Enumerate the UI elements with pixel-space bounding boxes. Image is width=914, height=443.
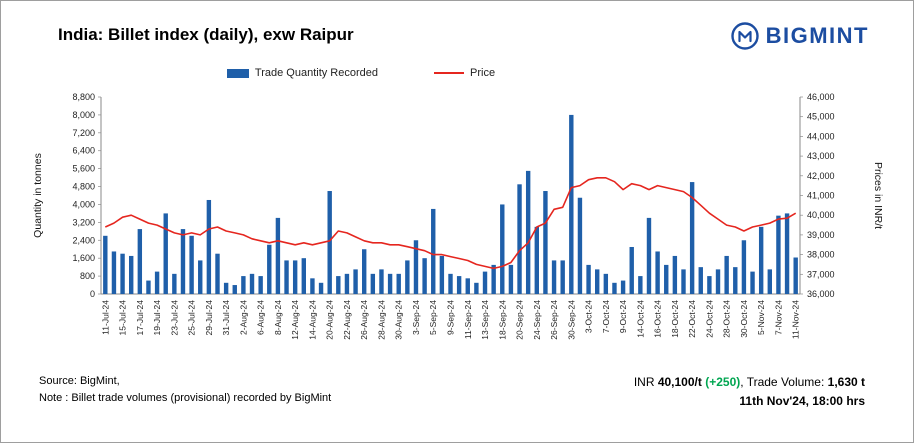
svg-text:41,000: 41,000 bbox=[807, 191, 835, 201]
svg-text:45,000: 45,000 bbox=[807, 112, 835, 122]
svg-text:800: 800 bbox=[80, 271, 95, 281]
volume-value: 1,630 t bbox=[827, 375, 865, 389]
svg-text:11-Nov-24: 11-Nov-24 bbox=[791, 300, 801, 339]
bigmint-logo-icon bbox=[730, 22, 759, 50]
svg-text:4,800: 4,800 bbox=[72, 182, 95, 192]
svg-text:18-Sep-24: 18-Sep-24 bbox=[497, 300, 507, 340]
source-text: Source: BigMint, bbox=[39, 375, 120, 387]
note-text: Note : Billet trade volumes (provisional… bbox=[39, 392, 332, 404]
svg-text:25-Jul-24: 25-Jul-24 bbox=[187, 300, 197, 336]
svg-text:39,000: 39,000 bbox=[807, 230, 835, 240]
svg-text:18-Oct-24: 18-Oct-24 bbox=[670, 300, 680, 338]
svg-text:30-Sep-24: 30-Sep-24 bbox=[566, 300, 576, 340]
svg-text:16-Oct-24: 16-Oct-24 bbox=[653, 300, 663, 338]
svg-text:6-Aug-24: 6-Aug-24 bbox=[256, 300, 266, 335]
svg-text:11-Jul-24: 11-Jul-24 bbox=[100, 300, 110, 335]
chart-title: India: Billet index (daily), exw Raipur bbox=[58, 25, 354, 44]
svg-text:22-Aug-24: 22-Aug-24 bbox=[342, 300, 352, 340]
svg-text:44,000: 44,000 bbox=[807, 131, 835, 141]
svg-text:46,000: 46,000 bbox=[807, 92, 835, 102]
svg-text:26-Sep-24: 26-Sep-24 bbox=[549, 300, 559, 340]
svg-text:8,000: 8,000 bbox=[72, 110, 95, 120]
legend-bar-swatch bbox=[226, 68, 249, 78]
svg-text:29-Jul-24: 29-Jul-24 bbox=[204, 300, 214, 336]
bigmint-logo: BIGMINT bbox=[730, 21, 869, 51]
svg-text:9-Sep-24: 9-Sep-24 bbox=[446, 300, 456, 335]
svg-text:7,200: 7,200 bbox=[72, 128, 95, 138]
svg-text:Prices in INR/t: Prices in INR/t bbox=[872, 162, 884, 229]
svg-text:38,000: 38,000 bbox=[807, 250, 835, 260]
svg-text:Quantity in tonnes: Quantity in tonnes bbox=[32, 153, 44, 238]
svg-text:14-Oct-24: 14-Oct-24 bbox=[635, 300, 645, 338]
price-label: INR bbox=[633, 375, 658, 389]
volume-label: , Trade Volume: bbox=[740, 375, 828, 389]
svg-text:2-Aug-24: 2-Aug-24 bbox=[238, 300, 248, 335]
svg-text:5-Sep-24: 5-Sep-24 bbox=[428, 300, 438, 335]
svg-text:7-Oct-24: 7-Oct-24 bbox=[601, 300, 611, 333]
svg-text:17-Jul-24: 17-Jul-24 bbox=[135, 300, 145, 336]
price-value: 40,100/t bbox=[657, 375, 702, 389]
svg-text:12-Aug-24: 12-Aug-24 bbox=[290, 300, 300, 340]
svg-text:4,000: 4,000 bbox=[72, 199, 95, 209]
svg-text:24-Sep-24: 24-Sep-24 bbox=[532, 300, 542, 340]
svg-text:8,800: 8,800 bbox=[72, 92, 95, 102]
price-change: (+250) bbox=[705, 375, 741, 389]
svg-text:30-Oct-24: 30-Oct-24 bbox=[739, 300, 749, 338]
footer-right: INR 40,100/t (+250), Trade Volume: 1,630… bbox=[634, 373, 865, 411]
footer-left: Source: BigMint, Note : Billet trade vol… bbox=[39, 373, 331, 407]
legend-quantity-label: Trade Quantity Recorded bbox=[254, 67, 379, 79]
svg-text:2,400: 2,400 bbox=[72, 235, 95, 245]
svg-text:19-Jul-24: 19-Jul-24 bbox=[152, 300, 162, 336]
svg-text:43,000: 43,000 bbox=[807, 151, 835, 161]
svg-text:13-Sep-24: 13-Sep-24 bbox=[480, 300, 490, 340]
svg-text:36,000: 36,000 bbox=[807, 289, 835, 299]
svg-text:28-Oct-24: 28-Oct-24 bbox=[722, 300, 732, 338]
timestamp: 11th Nov'24, 18:00 hrs bbox=[739, 394, 865, 408]
svg-text:11-Sep-24: 11-Sep-24 bbox=[463, 300, 473, 339]
legend-price-label: Price bbox=[470, 67, 496, 79]
svg-text:5-Nov-24: 5-Nov-24 bbox=[756, 300, 766, 335]
svg-text:23-Jul-24: 23-Jul-24 bbox=[169, 300, 179, 336]
svg-text:20-Aug-24: 20-Aug-24 bbox=[325, 300, 335, 340]
svg-text:31-Jul-24: 31-Jul-24 bbox=[221, 300, 231, 336]
svg-text:28-Aug-24: 28-Aug-24 bbox=[376, 300, 386, 340]
svg-text:1,600: 1,600 bbox=[72, 253, 95, 263]
svg-text:42,000: 42,000 bbox=[807, 171, 835, 181]
chart-legend: Trade Quantity Recorded Price bbox=[151, 67, 571, 79]
svg-text:7-Nov-24: 7-Nov-24 bbox=[773, 300, 783, 335]
svg-text:26-Aug-24: 26-Aug-24 bbox=[359, 300, 369, 340]
price-summary: INR 40,100/t (+250), Trade Volume: 1,630… bbox=[634, 373, 865, 392]
svg-text:15-Jul-24: 15-Jul-24 bbox=[118, 300, 128, 336]
legend-line-swatch bbox=[434, 72, 465, 74]
svg-text:22-Oct-24: 22-Oct-24 bbox=[687, 300, 697, 338]
svg-text:9-Oct-24: 9-Oct-24 bbox=[618, 300, 628, 333]
svg-text:8-Aug-24: 8-Aug-24 bbox=[273, 300, 283, 335]
svg-text:30-Aug-24: 30-Aug-24 bbox=[394, 300, 404, 340]
svg-text:37,000: 37,000 bbox=[807, 269, 835, 279]
svg-text:14-Aug-24: 14-Aug-24 bbox=[307, 300, 317, 340]
svg-text:6,400: 6,400 bbox=[72, 146, 95, 156]
svg-text:3-Sep-24: 3-Sep-24 bbox=[411, 300, 421, 335]
svg-text:3-Oct-24: 3-Oct-24 bbox=[584, 300, 594, 333]
svg-text:3,200: 3,200 bbox=[72, 217, 95, 227]
legend-item-price: Price bbox=[434, 67, 495, 79]
svg-text:0: 0 bbox=[90, 289, 95, 299]
svg-text:20-Sep-24: 20-Sep-24 bbox=[515, 300, 525, 340]
svg-text:24-Oct-24: 24-Oct-24 bbox=[704, 300, 714, 338]
svg-text:5,600: 5,600 bbox=[72, 164, 95, 174]
svg-text:40,000: 40,000 bbox=[807, 210, 835, 220]
legend-item-quantity: Trade Quantity Recorded bbox=[226, 67, 379, 79]
bigmint-logo-text: BIGMINT bbox=[765, 23, 869, 48]
